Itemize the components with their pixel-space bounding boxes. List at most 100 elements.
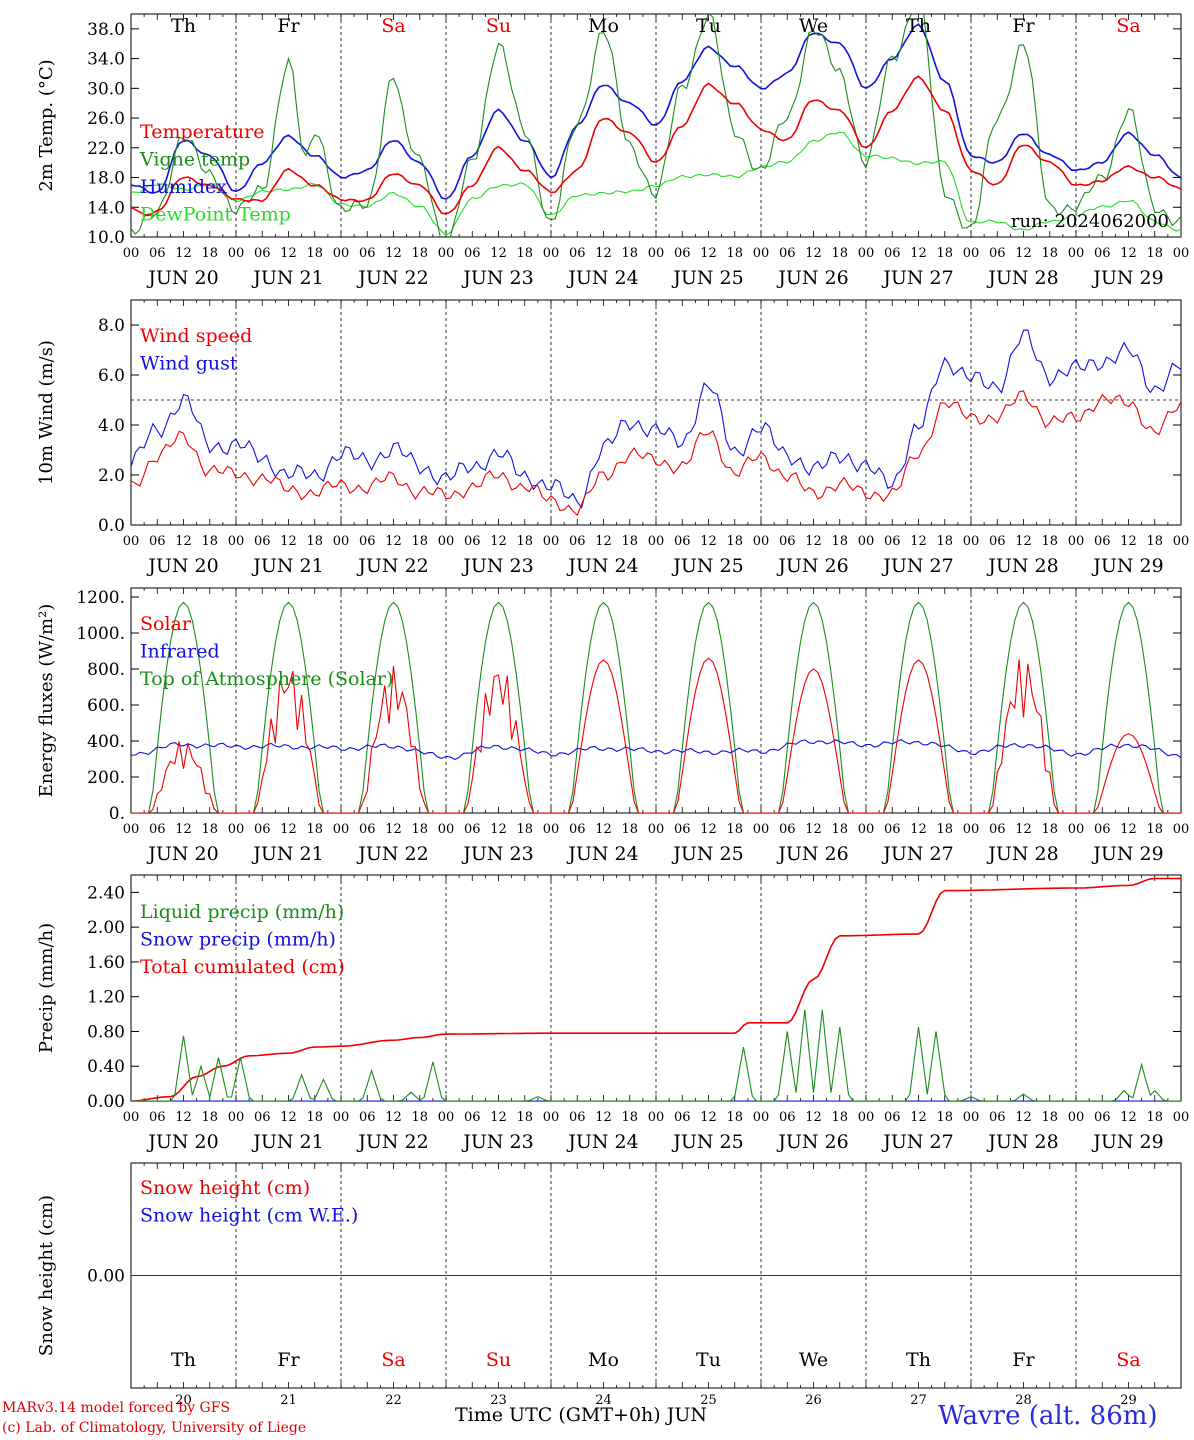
- day-name-label: Tu: [696, 15, 721, 37]
- x-date-label: JUN 27: [881, 1131, 953, 1153]
- x-hour-label: 00: [543, 246, 560, 261]
- series-line-top-of-atmosphere-solar-: [131, 601, 1181, 813]
- x-hour-label: 00: [963, 246, 980, 261]
- x-hour-label: 18: [831, 822, 848, 837]
- x-hour-label: 00: [228, 1110, 245, 1125]
- x-hour-label: 18: [516, 246, 533, 261]
- x-hour-label: 00: [438, 822, 455, 837]
- x-hour-label: 12: [1015, 246, 1032, 261]
- x-hour-label: 06: [464, 1110, 481, 1125]
- panel-1: 10.0 14.0 18.0 22.0 26.0 30.0 34.0 38.0 2m Temp.…: [36, 13, 1190, 289]
- legend-entry: Snow precip (mm/h): [140, 929, 336, 951]
- y-tick-label: 1.60: [87, 953, 125, 973]
- y-tick-label: 400.: [87, 732, 125, 752]
- x-hour-label: 00: [333, 534, 350, 549]
- x-hour-label: 06: [884, 822, 901, 837]
- x-hour-label: 06: [569, 534, 586, 549]
- x-hour-label: 00: [333, 246, 350, 261]
- x-hour-label: 18: [1146, 534, 1163, 549]
- x-hour-label: 12: [490, 534, 507, 549]
- x-date-label: JUN 26: [776, 843, 848, 865]
- x-hour-label: 18: [516, 534, 533, 549]
- day-name-label: Sa: [381, 15, 405, 37]
- x-hour-label: 00: [858, 1110, 875, 1125]
- x-hour-label: 18: [1146, 1110, 1163, 1125]
- x-hour-label: 12: [805, 1110, 822, 1125]
- x-hour-label: 12: [385, 1110, 402, 1125]
- y-tick-label: 14.0: [87, 198, 125, 218]
- legend-entry: Vigne temp: [139, 149, 250, 171]
- x-hour-label: 00: [963, 1110, 980, 1125]
- x-hour-label: 00: [123, 246, 140, 261]
- station-label: Wavre (alt. 86m): [938, 1401, 1158, 1431]
- x-hour-label: 06: [464, 822, 481, 837]
- x-date-label: JUN 24: [566, 267, 638, 289]
- day-name-label: Mo: [588, 1349, 619, 1371]
- plot-frame: [130, 587, 1182, 814]
- x-hour-label: 00: [123, 534, 140, 549]
- x-hour-label: 06: [989, 1110, 1006, 1125]
- x-day-number: 23: [490, 1393, 507, 1408]
- day-name-label: We: [799, 1349, 828, 1371]
- x-hour-label: 18: [411, 534, 428, 549]
- legend-entry: Solar: [140, 613, 192, 635]
- legend-entry: DewPoint Temp: [140, 204, 291, 226]
- x-hour-label: 18: [936, 822, 953, 837]
- x-hour-label: 06: [674, 534, 691, 549]
- x-hour-label: 18: [1041, 534, 1058, 549]
- x-hour-label: 18: [726, 534, 743, 549]
- x-date-label: JUN 22: [356, 843, 428, 865]
- x-hour-label: 18: [411, 1110, 428, 1125]
- x-date-label: JUN 22: [356, 555, 428, 577]
- x-hour-label: 18: [936, 246, 953, 261]
- x-hour-label: 12: [490, 1110, 507, 1125]
- x-hour-label: 18: [306, 822, 323, 837]
- y-tick-label: 6.0: [98, 366, 125, 386]
- legend-entry: Infrared: [140, 641, 220, 663]
- x-date-label: JUN 27: [881, 555, 953, 577]
- y-tick-label: 1.20: [87, 988, 125, 1008]
- x-hour-label: 06: [1094, 534, 1111, 549]
- x-hour-label: 06: [1094, 246, 1111, 261]
- plot-area: [131, 601, 1181, 813]
- x-date-label: JUN 29: [1091, 843, 1163, 865]
- x-hour-label: 18: [621, 822, 638, 837]
- day-name-label: Fr: [277, 1349, 300, 1371]
- x-hour-label: 06: [989, 534, 1006, 549]
- x-date-label: JUN 20: [146, 843, 218, 865]
- series-line-infrared: [131, 738, 1181, 761]
- x-axis-label: Time UTC (GMT+0h) JUN: [455, 1404, 707, 1426]
- x-hour-label: 00: [438, 246, 455, 261]
- y-tick-label: 10.0: [87, 228, 125, 248]
- x-hour-label: 12: [385, 822, 402, 837]
- day-name-label: Th: [171, 15, 196, 37]
- series-line-liquid-precip-mm-h-: [131, 1009, 1181, 1101]
- x-date-label: JUN 20: [146, 555, 218, 577]
- x-hour-label: 18: [306, 1110, 323, 1125]
- y-axis-label: Snow height (cm): [36, 1195, 57, 1356]
- x-hour-label: 18: [726, 1110, 743, 1125]
- y-tick-label: 18.0: [87, 169, 125, 189]
- x-hour-label: 06: [254, 246, 271, 261]
- plot-area: [131, 14, 1181, 237]
- x-hour-label: 12: [700, 1110, 717, 1125]
- x-hour-label: 00: [1173, 246, 1190, 261]
- x-hour-label: 00: [333, 822, 350, 837]
- legend-entry: Wind gust: [140, 353, 238, 375]
- x-date-label: JUN 23: [461, 1131, 533, 1153]
- day-name-label: Fr: [1012, 1349, 1035, 1371]
- panel-4: 0.00 0.40 0.80 1.20 1.60 2.00 2.40 Precip (mm/h…: [36, 874, 1189, 1153]
- x-hour-label: 18: [831, 1110, 848, 1125]
- day-name-label: Th: [906, 15, 931, 37]
- x-date-label: JUN 24: [566, 1131, 638, 1153]
- x-hour-label: 18: [831, 534, 848, 549]
- legend-entry: Humidex: [140, 176, 227, 198]
- x-date-label: JUN 29: [1091, 555, 1163, 577]
- panel-2: 0.0 2.0 4.0 6.0 8.0 10m Wind (m/s) Wind speed W…: [36, 299, 1189, 577]
- x-hour-label: 12: [175, 822, 192, 837]
- x-date-label: JUN 28: [986, 555, 1058, 577]
- y-tick-label: 800.: [87, 660, 125, 680]
- y-tick-label: 600.: [87, 696, 125, 716]
- y-tick-label: 0.40: [87, 1057, 125, 1077]
- x-hour-label: 12: [385, 246, 402, 261]
